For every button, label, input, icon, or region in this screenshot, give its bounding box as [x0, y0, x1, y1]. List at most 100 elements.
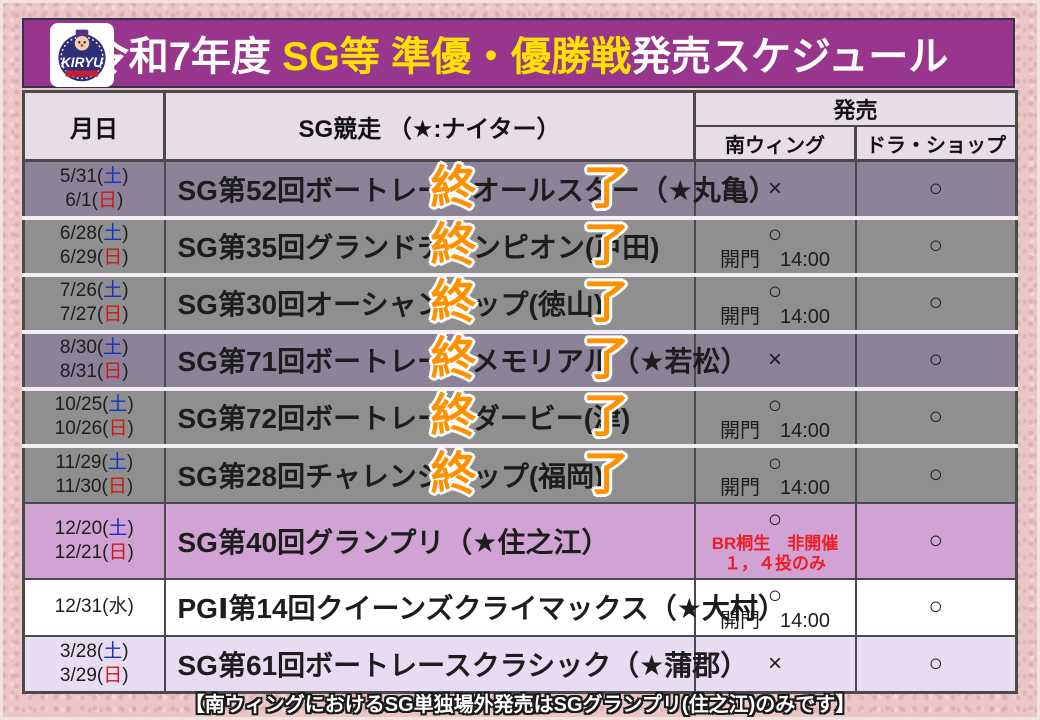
race-cell: PGⅠ第14回クイーンズクライマックス（★大村）	[163, 578, 786, 637]
race-name: SG第30回オーシャンカップ(徳山)	[177, 289, 604, 320]
race-name: SG第40回グランプリ（★住之江）	[177, 526, 610, 558]
date-cell: 10/25(土) 10/26(日)	[22, 388, 166, 448]
date-line: 12/20(土)	[54, 517, 134, 539]
availability-mark: ○	[928, 526, 944, 554]
schedule-row: 7/26(土) 7/27(日) SG第30回オーシャンカップ(徳山) 終 了 ○ 開門 14…	[22, 274, 1018, 334]
schedule-row: 11/29(土) 11/30(日) SG第28回チャレンジカップ(福岡) 終了 ○ 開門 …	[22, 445, 1018, 504]
minami-wing-cell: ○ 開門 14:00	[693, 445, 857, 504]
date-line: 8/31(日)	[59, 361, 129, 382]
gate-open-note: 開門 14:00	[719, 477, 831, 500]
title-bar: KIRYU 令和7年度 SG等 準優・優勝戦発売スケジュール	[22, 18, 1015, 88]
finished-stamp: 終	[430, 218, 477, 271]
dora-shop-cell: ○	[854, 331, 1018, 391]
availability-mark: ○	[767, 221, 783, 249]
dora-shop-cell: ○	[854, 274, 1018, 334]
date-line: 7/26(土)	[59, 280, 129, 302]
minami-wing-cell: ○ 開門 14:00	[693, 388, 857, 448]
dora-shop-cell: ○	[854, 635, 1018, 694]
date-line: 11/30(日)	[55, 475, 134, 497]
kiryu-logo-icon: KIRYU	[58, 29, 106, 82]
race-name: SG第72回ボートレースダービー(津)	[177, 403, 631, 434]
minami-wing-cell: ○ 開門 14:00	[693, 274, 857, 334]
availability-mark: ○	[767, 278, 783, 306]
availability-mark: ○	[928, 289, 944, 317]
schedule-row: 8/30(土) 8/31(日) SG第71回ボートレースメモリアル（★若松）終 了 × ○	[22, 331, 1018, 391]
column-header-dora-shop: ドラ・ショップ	[853, 125, 1019, 162]
race-name: SG第71回ボートレースメモリアル（★若松）	[177, 346, 749, 377]
date-line: 5/31(土)	[59, 166, 129, 187]
availability-mark: ○	[928, 232, 944, 260]
restriction-note: BR桐生 非開催	[711, 533, 839, 553]
schedule-row: 5/31(土) 6/1(日) SG第52回ボートレースオールスター（★丸亀）終 了 × ○	[22, 160, 1018, 220]
finished-stamp: 終	[430, 447, 477, 500]
finished-stamp: 終	[430, 332, 477, 385]
minami-wing-cell: ○ 開門 14:00	[693, 217, 857, 277]
availability-mark: ×	[767, 346, 782, 374]
finished-stamp: 終	[430, 275, 477, 328]
schedule-row: 3/28(土) 3/29(日) SG第61回ボートレースクラシック（★蒲郡） × ○	[22, 635, 1018, 694]
date-cell: 11/29(土) 11/30(日)	[22, 445, 166, 504]
minami-wing-cell: ×	[693, 160, 857, 220]
dora-shop-cell: ○	[854, 217, 1018, 277]
race-cell: SG第52回ボートレースオールスター（★丸亀）終 了	[163, 160, 777, 220]
availability-mark: ○	[928, 649, 944, 677]
date-line: 7/27(日)	[59, 304, 129, 325]
availability-mark: ○	[767, 449, 783, 477]
date-cell: 5/31(土) 6/1(日)	[22, 160, 166, 220]
svg-text:KIRYU: KIRYU	[61, 55, 104, 70]
availability-mark: ○	[928, 174, 944, 202]
availability-mark: ○	[767, 582, 783, 610]
finished-stamp: 了	[583, 218, 630, 271]
column-header-date: 月日	[22, 90, 166, 162]
schedule-row: 6/28(土) 6/29(日) SG第35回グランドチャンピオン(戸田) 終了 ○ 開門 …	[22, 217, 1018, 277]
gate-open-note: 開門 14:00	[719, 419, 831, 442]
date-line: 10/26(日)	[54, 418, 134, 439]
schedule-table-body: 5/31(土) 6/1(日) SG第52回ボートレースオールスター（★丸亀）終了 × ○…	[22, 160, 1018, 694]
column-header-race: SG競走 （★:ナイター）	[163, 90, 696, 162]
race-cell: SG第40回グランプリ（★住之江）	[163, 502, 696, 580]
finished-stamp: 了	[583, 275, 630, 328]
dora-shop-cell: ○	[854, 502, 1018, 580]
date-line: 3/28(土)	[59, 641, 129, 662]
availability-mark: ○	[767, 392, 783, 420]
schedule-table: 月日 SG競走 （★:ナイター） 発売 南ウィング ドラ・ショップ 5/31(土…	[22, 90, 1019, 694]
date-cell: 12/31(水)	[22, 578, 166, 637]
schedule-row: 12/20(土) 12/21(日) SG第40回グランプリ（★住之江） ○ BR桐生 非…	[22, 502, 1018, 580]
date-line: 11/29(土)	[55, 451, 134, 473]
kiryu-logo: KIRYU	[50, 23, 114, 87]
finished-stamp: 終	[430, 389, 477, 442]
race-name: SG第61回ボートレースクラシック（★蒲郡）	[177, 649, 749, 681]
column-header-minami-wing: 南ウィング	[693, 125, 857, 162]
race-cell: SG第61回ボートレースクラシック（★蒲郡）	[163, 635, 748, 694]
gate-open-note: 開門 14:00	[719, 248, 831, 271]
finished-stamp: 了	[583, 161, 630, 214]
race-name: SG第35回グランドチャンピオン(戸田)	[177, 232, 660, 263]
date-line: 8/30(土)	[59, 337, 129, 359]
race-cell: SG第71回ボートレースメモリアル（★若松）終 了	[163, 331, 749, 391]
date-cell: 8/30(土) 8/31(日)	[22, 331, 166, 391]
minami-wing-cell: ×	[693, 331, 857, 391]
minami-wing-cell: ×	[693, 635, 857, 694]
race-cell: SG第30回オーシャンカップ(徳山) 終 了	[163, 274, 696, 334]
date-line: 12/21(日)	[54, 541, 134, 563]
date-cell: 12/20(土) 12/21(日)	[22, 502, 166, 580]
schedule-row: 12/31(水) PGⅠ第14回クイーンズクライマックス（★大村） ○ 開門 14:0…	[22, 578, 1018, 637]
footer-note: 【南ウィングにおけるSG単独場外発売はSGグランプリ(住之江)のみです】	[184, 694, 856, 716]
title-suffix: 発売スケジュール	[631, 35, 949, 79]
title-prefix: 令和7年度	[88, 35, 283, 79]
date-cell: 7/26(土) 7/27(日)	[22, 274, 166, 334]
race-name: PGⅠ第14回クイーンズクライマックス（★大村）	[177, 593, 786, 624]
availability-mark: ×	[767, 649, 782, 677]
date-line: 6/28(土)	[59, 223, 129, 245]
race-cell: SG第28回チャレンジカップ(福岡) 終 了	[163, 445, 696, 504]
dora-shop-cell: ○	[854, 160, 1018, 220]
dora-shop-cell: ○	[854, 445, 1018, 504]
finished-stamp: 了	[583, 389, 630, 442]
finished-stamp: 了	[583, 332, 630, 385]
availability-mark: ○	[928, 593, 944, 621]
availability-mark: ○	[928, 403, 944, 431]
availability-mark: ○	[928, 346, 944, 374]
race-cell: SG第35回グランドチャンピオン(戸田) 終 了	[163, 217, 696, 277]
race-name: SG第52回ボートレースオールスター（★丸亀）	[177, 174, 777, 206]
